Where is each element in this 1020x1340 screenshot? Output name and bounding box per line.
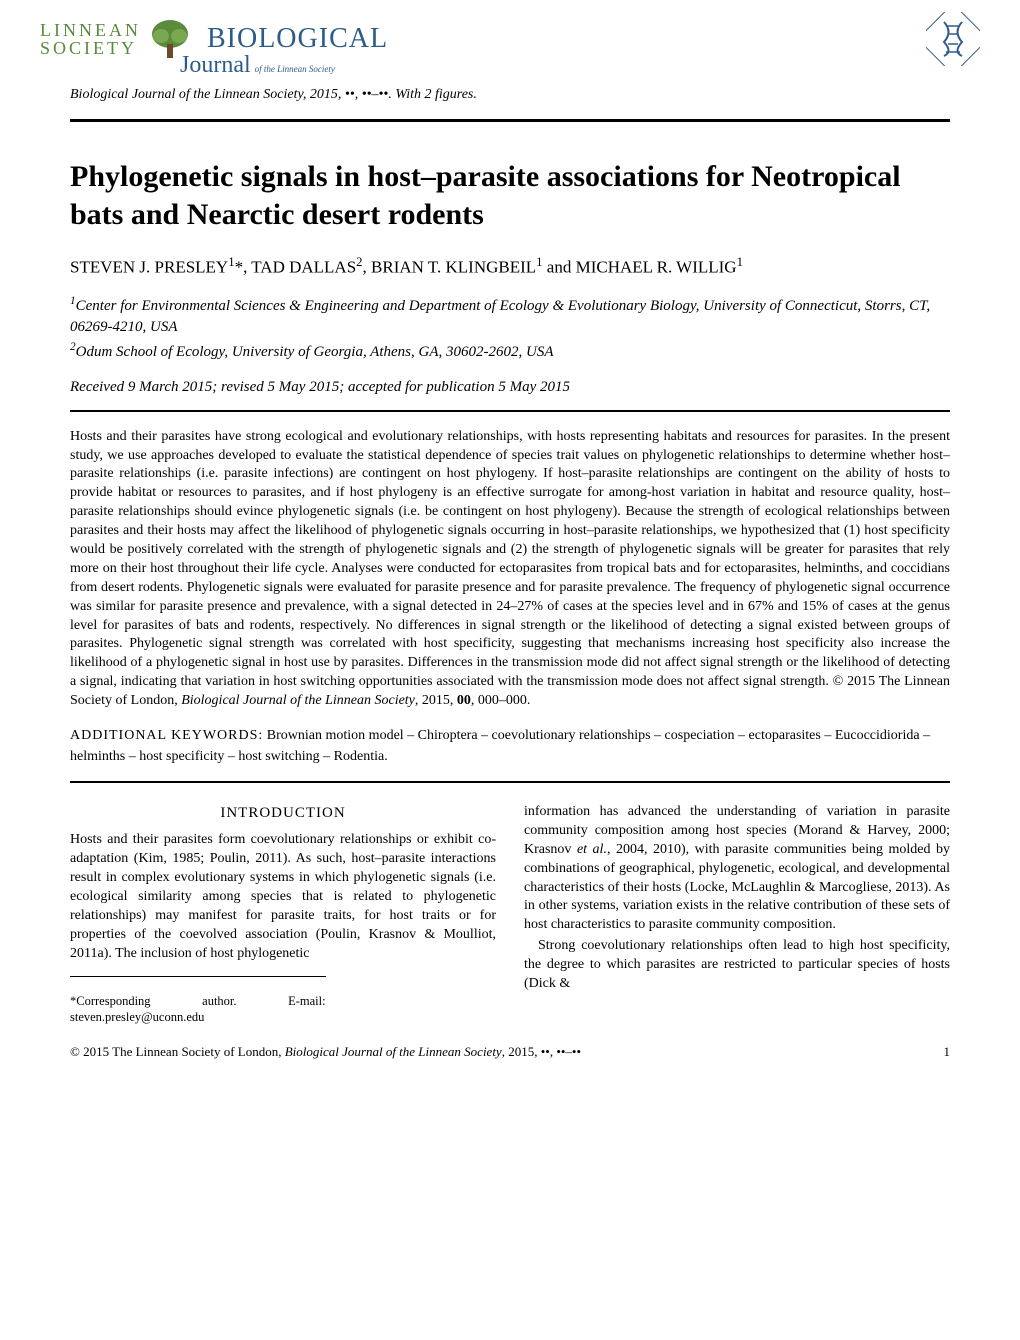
linnean-text-block: LINNEAN SOCIETY [40, 21, 141, 57]
journal-word: Journal [180, 52, 251, 78]
dna-helix-icon [926, 12, 980, 66]
abstract-text: Hosts and their parasites have strong ec… [0, 422, 1020, 717]
affiliation-1: 1Center for Environmental Sciences & Eng… [0, 282, 1020, 340]
divider-before-abstract [70, 410, 950, 412]
intro-paragraph-3: Strong coevolutionary relationships ofte… [524, 937, 950, 994]
affiliation-2: 2Odum School of Ecology, University of G… [0, 340, 1020, 365]
divider-after-keywords [70, 781, 950, 783]
column-right: information has advanced the understandi… [524, 803, 950, 1026]
keywords-block: ADDITIONAL KEYWORDS: Brownian motion mod… [0, 717, 1020, 771]
linnean-line2: SOCIETY [40, 39, 141, 57]
authors-list: STEVEN J. PRESLEY1*, TAD DALLAS2, BRIAN … [0, 241, 1020, 282]
journal-subtitle: of the Linnean Society [255, 64, 335, 74]
journal-title-logo: BIOLOGICAL [207, 23, 388, 55]
citation-line: Biological Journal of the Linnean Societ… [0, 79, 1020, 107]
footer-copyright: © 2015 The Linnean Society of London, Bi… [70, 1044, 581, 1060]
received-dates: Received 9 March 2015; revised 5 May 201… [0, 365, 1020, 400]
intro-paragraph-1: Hosts and their parasites form coevoluti… [70, 831, 496, 963]
body-columns: INTRODUCTION Hosts and their parasites f… [0, 793, 1020, 1026]
article-title: Phylogenetic signals in host–parasite as… [0, 134, 1020, 241]
divider-top [70, 119, 950, 122]
biological-word: BIOLOGICAL [207, 23, 388, 55]
column-left: INTRODUCTION Hosts and their parasites f… [70, 803, 496, 1026]
keywords-label: ADDITIONAL KEYWORDS: [70, 728, 263, 743]
corresponding-author: *Corresponding author. E-mail: steven.pr… [70, 976, 326, 1027]
linnean-society-logo: LINNEAN SOCIETY [40, 16, 193, 62]
linnean-line1: LINNEAN [40, 21, 141, 39]
page-number: 1 [944, 1044, 951, 1060]
intro-paragraph-2: information has advanced the understandi… [524, 803, 950, 935]
introduction-heading: INTRODUCTION [70, 803, 496, 831]
page-footer: © 2015 The Linnean Society of London, Bi… [0, 1026, 1020, 1060]
